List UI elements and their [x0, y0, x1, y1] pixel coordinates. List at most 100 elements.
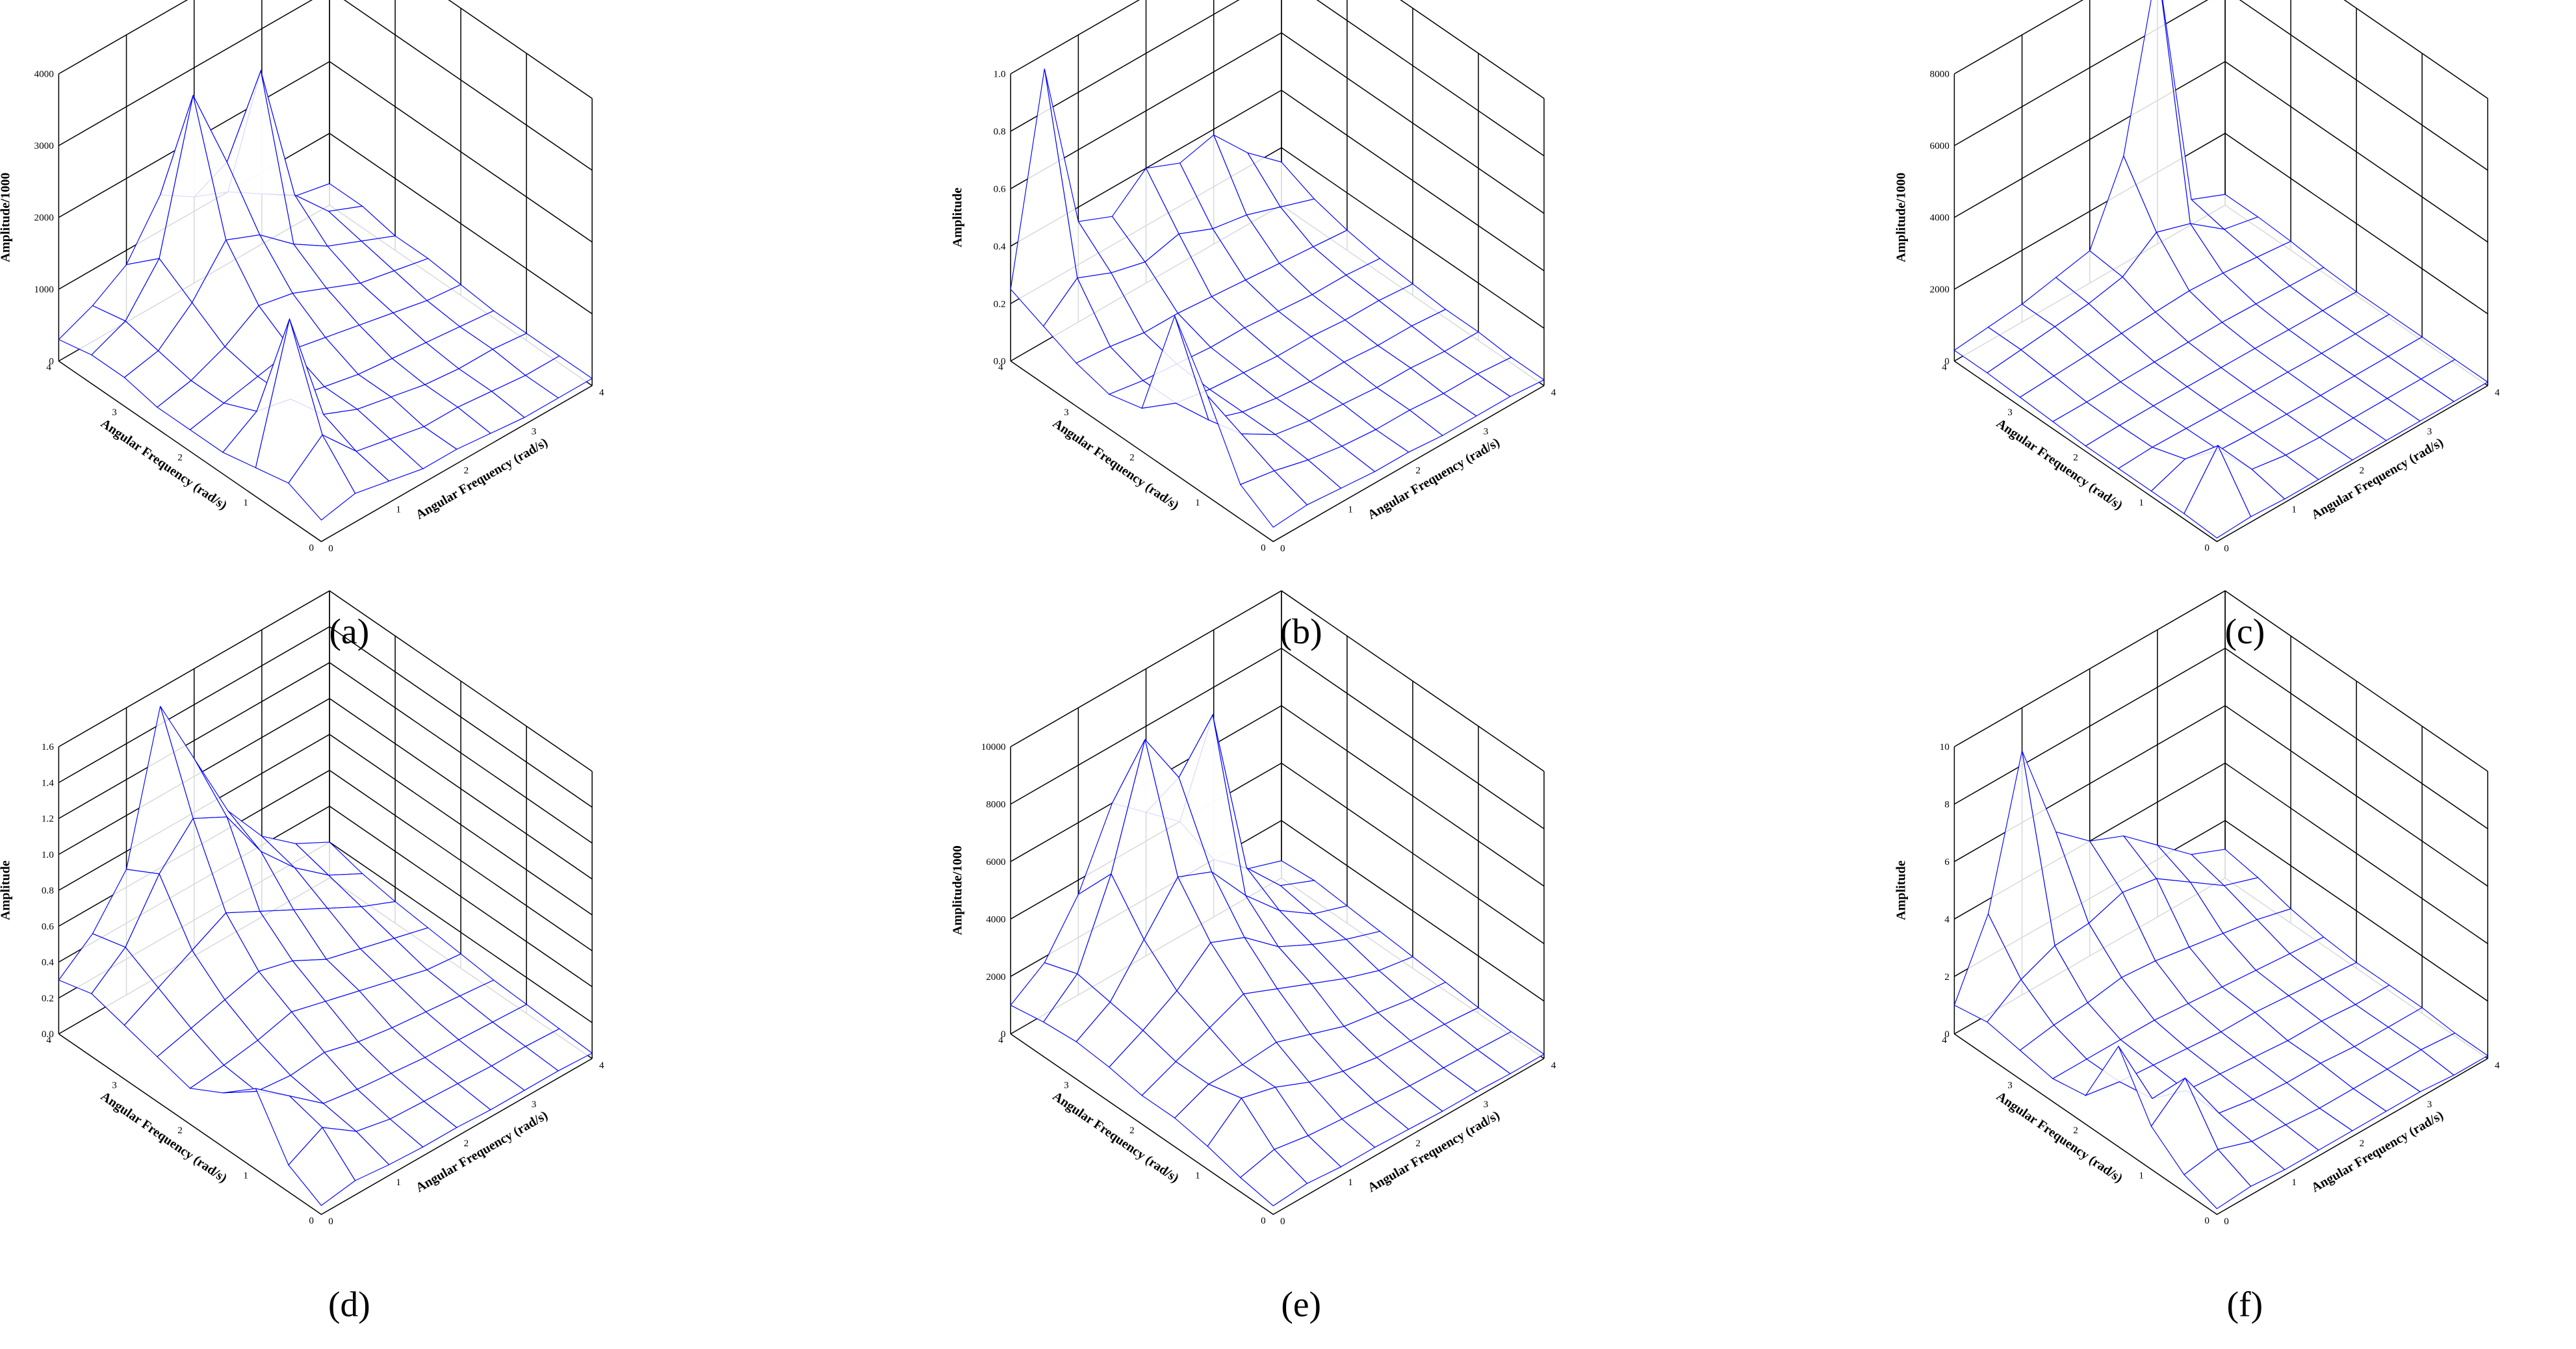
wall-grid-line — [1953, 0, 2488, 171]
floor-edge — [1953, 360, 2488, 543]
y-tick-label: 4 — [2495, 1060, 2500, 1071]
z-tick-label: 0.0 — [994, 356, 1006, 367]
z-tick-label: 0.8 — [994, 126, 1006, 137]
wall-grid-line — [1010, 90, 1545, 272]
surface-cell — [2183, 444, 2252, 539]
x-tick-label: 1 — [2139, 1170, 2144, 1181]
surface-cell — [1239, 1149, 1308, 1207]
z-tick-label: 0.0 — [42, 1029, 54, 1040]
x-tick-label: 2 — [1129, 452, 1135, 463]
x-tick-label: 0 — [1261, 1215, 1266, 1226]
y-tick-label: 4 — [599, 1060, 604, 1071]
z-tick-label: 4000 — [1930, 212, 1950, 224]
floor-edge — [58, 360, 593, 543]
x-tick-label: 2 — [2073, 452, 2078, 463]
y-tick-label: 2 — [2360, 1138, 2365, 1149]
wall-grid-line — [1010, 32, 1545, 214]
panel-caption: (a) — [329, 611, 370, 652]
wall-grid-line — [1953, 590, 2488, 772]
z-tick-label: 1.0 — [994, 69, 1006, 80]
z-tick-label: 10000 — [981, 741, 1006, 752]
z-tick-label: 0.4 — [994, 241, 1006, 252]
y-tick-label: 0 — [328, 1216, 333, 1227]
x-tick-label: 2 — [177, 1125, 183, 1136]
z-axis-label: Amplitude — [950, 188, 964, 248]
surface-cell — [2183, 1149, 2252, 1209]
y-tick-label: 2 — [2360, 465, 2365, 476]
z-tick-label: 8 — [1944, 799, 1950, 810]
y-tick-label: 3 — [2427, 1099, 2432, 1110]
x-tick-label: 2 — [2073, 1125, 2078, 1136]
z-tick-label: 4 — [1944, 914, 1950, 925]
z-axis-label: Amplitude/1000 — [950, 845, 964, 935]
z-tick-label: 6000 — [1930, 140, 1950, 151]
x-tick-label: 4 — [1942, 1034, 1947, 1046]
z-tick-label: 2000 — [34, 212, 54, 224]
y-tick-label: 1 — [2291, 504, 2297, 515]
x-tick-label: 4 — [1942, 361, 1947, 372]
y-tick-label: 0 — [2224, 1216, 2229, 1227]
z-tick-label: 6000 — [986, 856, 1005, 867]
wall-grid-line — [58, 626, 593, 808]
z-tick-label: 1.6 — [42, 741, 54, 752]
wall-grid-line — [1010, 590, 1545, 772]
x-tick-label: 3 — [112, 1079, 117, 1090]
surface-cell — [1239, 470, 1308, 528]
z-tick-label: 2 — [1944, 971, 1950, 983]
wall-grid-line — [58, 60, 593, 243]
y-tick-label: 0 — [2224, 543, 2229, 554]
surface-cell — [288, 434, 356, 521]
y-tick-label: 4 — [599, 387, 604, 398]
x-tick-label: 4 — [46, 361, 51, 372]
floor-edge — [1010, 1033, 1545, 1215]
panel-caption: (e) — [1281, 1284, 1321, 1324]
z-axis-label: Amplitude/1000 — [1894, 173, 1909, 263]
x-tick-label: 2 — [177, 452, 183, 463]
x-tick-label: 1 — [1195, 497, 1200, 508]
x-tick-label: 4 — [46, 1034, 51, 1046]
z-tick-label: 8000 — [1930, 69, 1950, 80]
z-tick-label: 2000 — [1930, 284, 1950, 295]
y-tick-label: 3 — [1484, 1099, 1489, 1110]
wall-grid-line — [1010, 705, 1545, 887]
z-tick-label: 0.4 — [42, 957, 54, 968]
panel-caption: (f) — [2227, 1284, 2263, 1324]
y-tick-label: 2 — [1415, 1138, 1421, 1149]
x-tick-label: 4 — [998, 1034, 1003, 1046]
z-tick-label: 6 — [1944, 856, 1950, 867]
z-tick-label: 4000 — [34, 69, 54, 80]
x-tick-label: 0 — [2204, 1215, 2209, 1226]
surface-cell — [288, 1127, 356, 1206]
x-tick-label: 0 — [309, 1215, 314, 1226]
y-tick-label: 1 — [396, 504, 401, 515]
x-tick-label: 2 — [1129, 1125, 1135, 1136]
y-tick-label: 1 — [1348, 504, 1353, 515]
y-tick-label: 1 — [2291, 1177, 2297, 1188]
z-axis-label: Amplitude/1000 — [0, 173, 13, 263]
wall-grid-line — [58, 0, 593, 171]
z-tick-label: 0 — [1944, 356, 1950, 367]
z-tick-label: 1.4 — [42, 777, 54, 788]
x-tick-label: 1 — [2139, 497, 2144, 508]
z-tick-label: 3000 — [34, 140, 54, 151]
x-tick-label: 3 — [2007, 1079, 2013, 1090]
floor-edge — [1010, 360, 1545, 543]
wall-grid-line — [1953, 0, 2488, 99]
y-tick-label: 3 — [1484, 426, 1489, 437]
y-tick-label: 4 — [1551, 1060, 1556, 1071]
z-tick-label: 0.2 — [42, 993, 54, 1004]
z-tick-label: 0 — [1001, 1029, 1006, 1040]
panel-caption: (d) — [328, 1284, 370, 1324]
y-tick-label: 1 — [1348, 1177, 1353, 1188]
x-tick-label: 4 — [998, 361, 1003, 372]
z-axis-label: Amplitude — [0, 860, 13, 920]
y-tick-label: 3 — [2427, 426, 2432, 437]
y-tick-label: 1 — [396, 1177, 401, 1188]
x-tick-label: 0 — [2204, 542, 2209, 553]
y-tick-label: 2 — [464, 465, 469, 476]
y-tick-label: 0 — [1280, 1216, 1285, 1227]
x-tick-label: 1 — [243, 497, 248, 508]
z-tick-label: 4000 — [986, 914, 1005, 925]
